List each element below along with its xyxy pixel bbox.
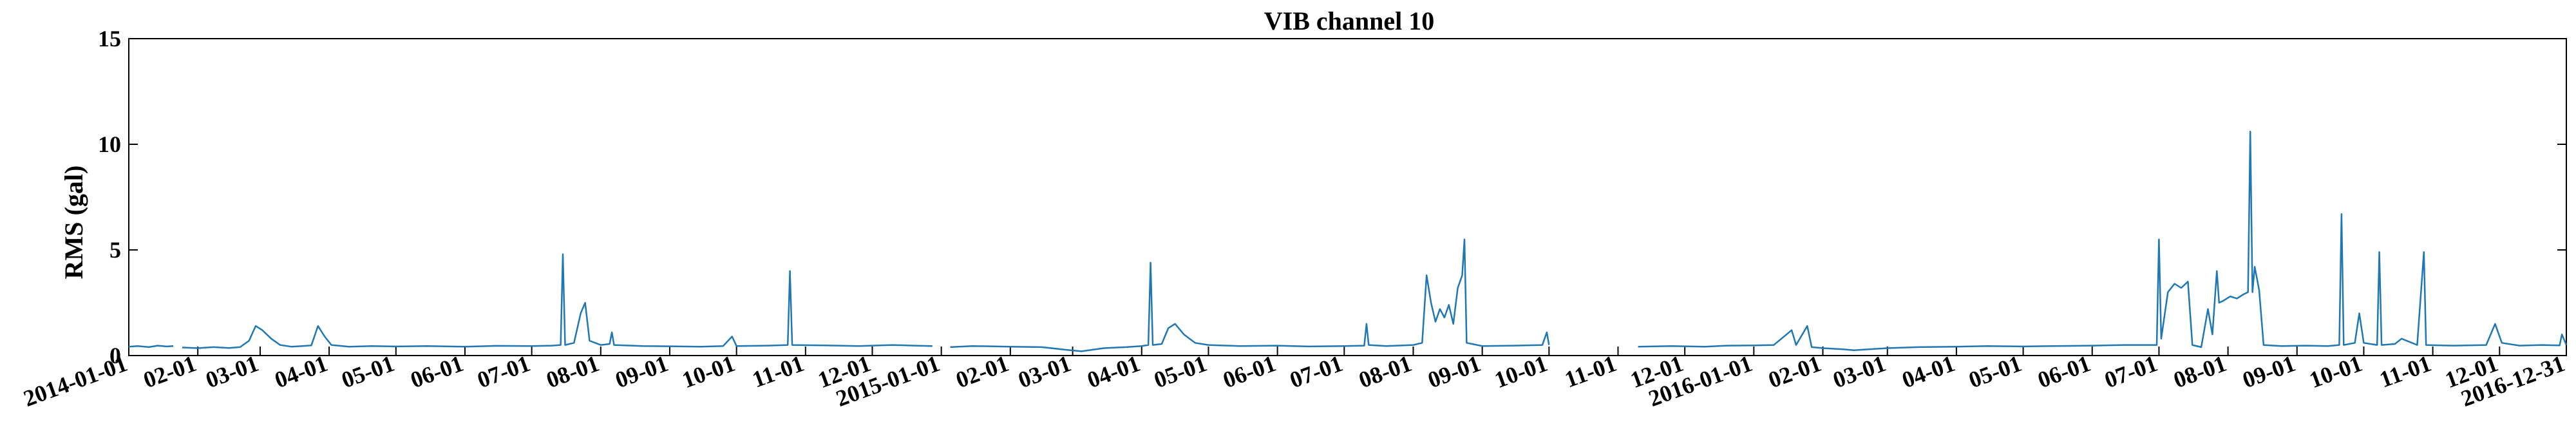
x-tick-label: 09-01 — [2239, 350, 2299, 393]
x-tick-label: 11-01 — [749, 350, 808, 393]
y-tick-label: 5 — [109, 237, 121, 263]
series-line-segment — [182, 253, 933, 349]
axes-box — [128, 38, 2567, 356]
x-tick-label: 06-01 — [2034, 350, 2094, 393]
y-tick-label: 10 — [98, 131, 121, 157]
x-tick-label: 09-01 — [1425, 350, 1484, 393]
x-tick-label: 10-01 — [1491, 350, 1551, 393]
x-tick-label: 10-01 — [679, 350, 739, 393]
x-tick-label: 07-01 — [474, 350, 534, 393]
x-tick-label: 04-01 — [1084, 350, 1144, 393]
x-tick-label: 03-01 — [1830, 350, 1889, 393]
x-tick-label: 07-01 — [2101, 350, 2161, 393]
series-line-segment — [1638, 131, 2568, 352]
x-tick-label: 11-01 — [1561, 350, 1620, 393]
x-tick-label: 02-01 — [140, 350, 200, 393]
x-tick-label: 09-01 — [612, 350, 672, 393]
chart-title: VIB channel 10 — [1264, 6, 1435, 35]
y-tick-label: 0 — [109, 343, 121, 368]
x-tick-label: 05-01 — [338, 350, 398, 393]
x-tick-label: 04-01 — [271, 350, 331, 393]
x-tick-label: 08-01 — [1356, 350, 1416, 393]
x-tick-label: 08-01 — [543, 350, 603, 393]
series-line-segment — [128, 345, 174, 348]
x-tick-label: 08-01 — [2170, 350, 2230, 393]
x-tick-label: 07-01 — [1286, 350, 1346, 393]
x-tick-label: 03-01 — [202, 350, 262, 393]
x-tick-label: 05-01 — [1151, 350, 1211, 393]
x-tick-label: 04-01 — [1899, 350, 1958, 393]
series-line-segment — [950, 238, 1550, 352]
y-axis-label: RMS (gal) — [59, 166, 88, 280]
x-tick-label: 2014-01-01 — [20, 350, 131, 412]
x-tick-label: 06-01 — [1220, 350, 1280, 393]
x-tick-label: 06-01 — [407, 350, 467, 393]
x-tick-label: 11-01 — [2376, 350, 2435, 393]
x-tick-label: 10-01 — [2306, 350, 2366, 393]
y-tick-label: 15 — [98, 26, 121, 52]
x-tick-label: 05-01 — [1965, 350, 2025, 393]
x-tick-label: 02-01 — [952, 350, 1012, 393]
x-tick-label: 03-01 — [1015, 350, 1075, 393]
x-tick-label: 02-01 — [1765, 350, 1825, 393]
